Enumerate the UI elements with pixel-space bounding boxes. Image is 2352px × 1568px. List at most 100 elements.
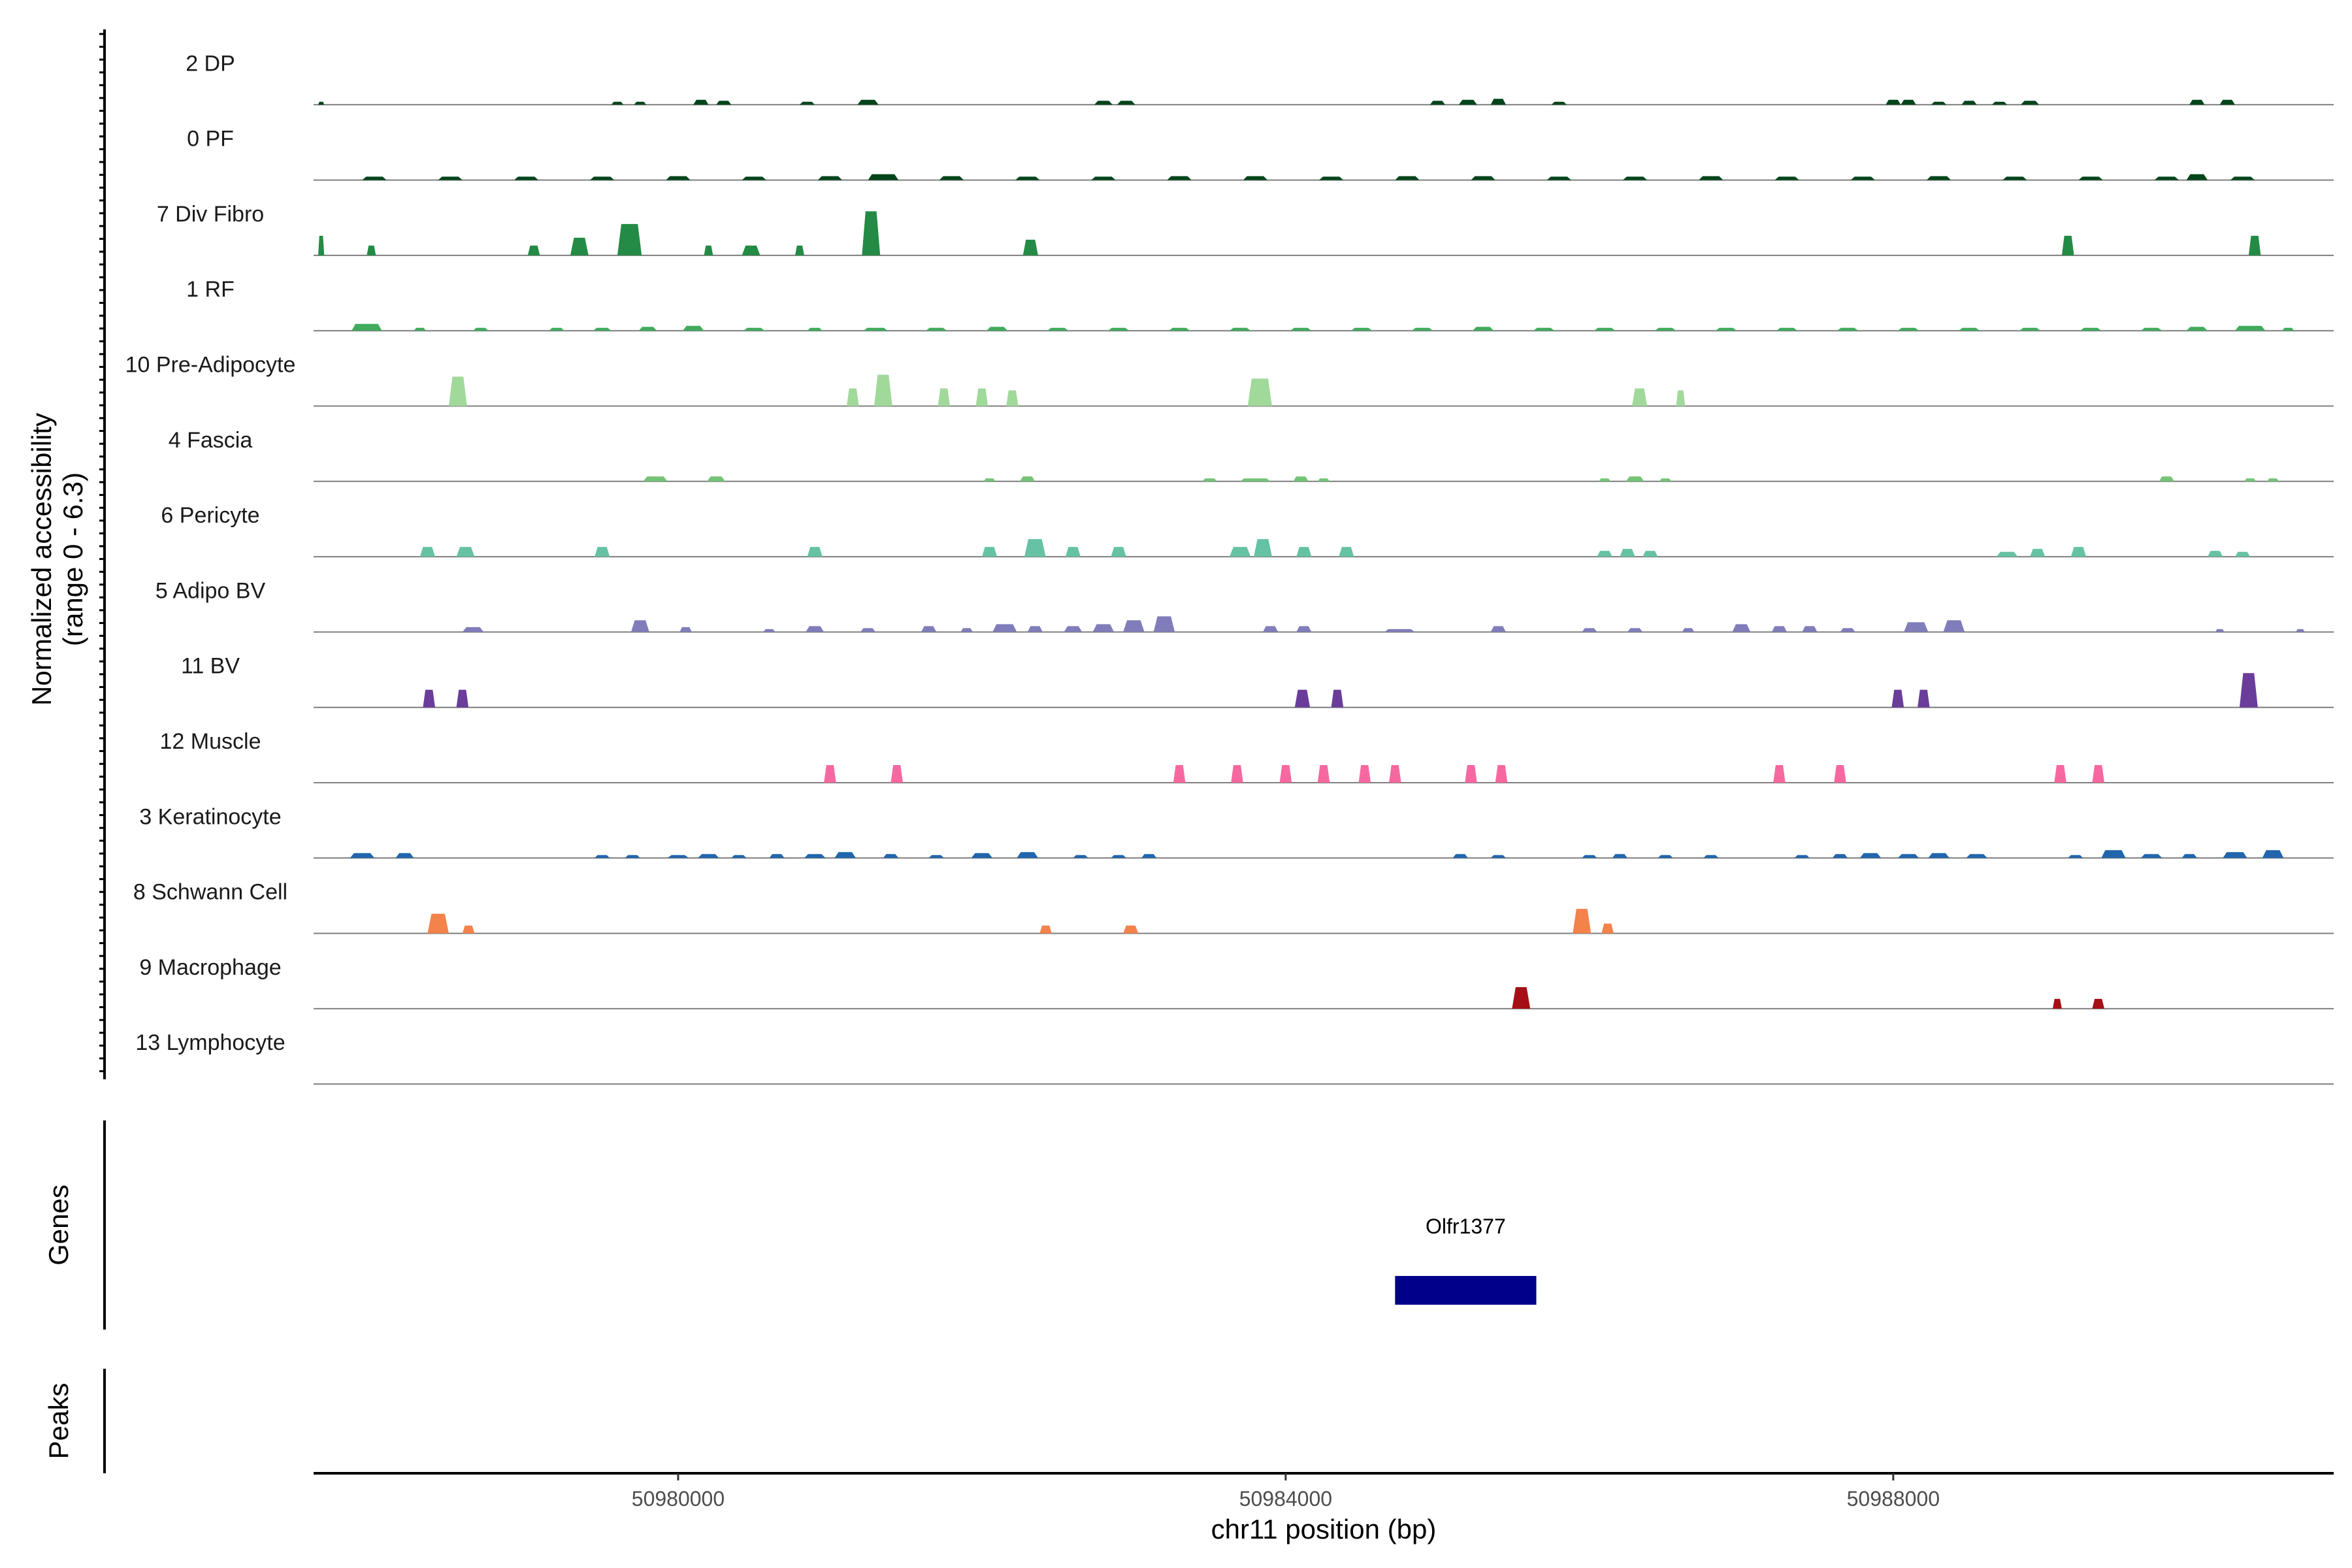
- coverage-peak: [1931, 101, 1947, 105]
- coverage-peak: [2080, 327, 2102, 331]
- coverage-peak: [1471, 176, 1495, 180]
- coverage-peak: [1411, 327, 1433, 331]
- coverage-peak: [1452, 854, 1468, 858]
- coverage-peak: [2140, 327, 2163, 331]
- coverage-peak: [1293, 476, 1309, 482]
- coverage-peak: [921, 626, 937, 632]
- coverage-peak: [395, 853, 414, 858]
- track-label: 3 Keratinocyte: [139, 804, 281, 829]
- coverage-peak: [925, 327, 947, 331]
- coverage-peak: [2070, 547, 2087, 557]
- coverage-peak: [2092, 765, 2104, 783]
- coverage-peak: [2295, 629, 2305, 632]
- coverage-peak: [763, 629, 776, 632]
- coverage-peak: [462, 627, 484, 632]
- coverage-peak: [1490, 626, 1506, 632]
- coverage-peak: [1682, 628, 1695, 632]
- coverage-peak: [1703, 855, 1719, 858]
- coverage-peak: [2019, 327, 2041, 331]
- coverage-peak: [2002, 176, 2027, 180]
- track-3: 1 RF: [186, 277, 2334, 332]
- track-0: 2 DP: [186, 51, 2334, 106]
- coverage-peak: [1247, 378, 1272, 406]
- track-4: 10 Pre-Adipocyte: [125, 353, 2334, 407]
- coverage-peak: [2061, 235, 2074, 255]
- genes-panel-title: Genes: [43, 1184, 74, 1266]
- coverage-peak: [2282, 327, 2295, 331]
- coverage-peak: [857, 99, 879, 105]
- coverage-peak: [824, 765, 836, 783]
- coverage-peak: [1290, 327, 1312, 331]
- coverage-peak: [2262, 850, 2284, 858]
- coverage-peak: [1996, 551, 2018, 557]
- coverage-peak: [1495, 765, 1508, 783]
- coverage-peak: [806, 626, 825, 632]
- coverage-peak: [1654, 327, 1676, 331]
- coverage-peak: [643, 476, 668, 482]
- coverage-peak: [423, 689, 435, 708]
- coverage-peak: [1254, 539, 1272, 557]
- coverage-peak: [807, 547, 823, 557]
- coverage-peak: [883, 854, 899, 858]
- coverage-peak: [1465, 765, 1477, 783]
- coverage-peak: [2159, 476, 2174, 482]
- coverage-peak: [438, 176, 463, 180]
- coverage-peak: [1006, 390, 1019, 406]
- coverage-peak: [1339, 547, 1354, 557]
- coverage-peak: [448, 376, 467, 406]
- coverage-peak: [419, 547, 435, 557]
- coverage-peak: [2208, 551, 2223, 557]
- coverage-peak: [1699, 176, 1723, 180]
- track-2: 7 Div Fibro: [157, 202, 2334, 256]
- track-label: 11 BV: [181, 654, 240, 679]
- coverage-peak: [1263, 626, 1279, 632]
- track-label: 13 Lymphocyte: [135, 1030, 285, 1055]
- coverage-peak: [1458, 99, 1477, 105]
- coverage-peak: [1092, 624, 1115, 632]
- coverage-peak: [1850, 176, 1875, 180]
- coverage-peak: [590, 176, 615, 180]
- coverage-peak: [890, 765, 903, 783]
- coverage-peak: [2219, 99, 2235, 105]
- coverage-peak: [2078, 176, 2103, 180]
- coverage-peak: [1642, 551, 1658, 557]
- coverage-peak: [939, 176, 964, 180]
- coverage-peak: [1296, 626, 1312, 632]
- coverage-peak: [679, 627, 692, 632]
- coverage-peak: [630, 620, 649, 632]
- coverage-peak: [2181, 854, 2197, 858]
- coverage-y-ticks: [99, 33, 105, 1073]
- genes-layer: Olfr1377: [1395, 1215, 1537, 1305]
- coverage-peak: [928, 855, 944, 858]
- coverage-peak: [351, 323, 382, 331]
- coverage-peak: [1943, 620, 1965, 632]
- track-12: 9 Macrophage: [139, 955, 2334, 1009]
- coverage-peak: [698, 854, 719, 858]
- coverage-peak: [1279, 765, 1292, 783]
- coverage-peak: [2223, 852, 2247, 858]
- coverage-peak: [473, 327, 489, 331]
- coverage-peak: [1676, 390, 1686, 406]
- coverage-peak: [1771, 626, 1788, 632]
- track-label: 10 Pre-Adipocyte: [125, 353, 296, 378]
- gene-label: Olfr1377: [1426, 1215, 1506, 1238]
- x-axis-title: chr11 position (bp): [1211, 1514, 1437, 1544]
- coverage-peak: [1294, 689, 1311, 708]
- track-label: 6 Pericyte: [161, 503, 259, 528]
- track-label: 12 Muscle: [160, 729, 261, 754]
- x-axis-ticks: 50980000 50984000 50988000: [632, 1473, 1940, 1511]
- coverage-peak: [868, 174, 899, 180]
- coverage-peak: [1961, 101, 1977, 105]
- coverage-peak: [318, 101, 325, 105]
- coverage-peak: [975, 388, 988, 406]
- coverage-peak: [1020, 476, 1036, 482]
- coverage-peak: [2186, 174, 2208, 180]
- coverage-peak: [742, 245, 760, 255]
- coverage-peak: [1317, 478, 1330, 482]
- coverage-peak: [367, 245, 376, 255]
- coverage-peak: [1141, 854, 1157, 858]
- coverage-peak: [2101, 850, 2126, 858]
- coverage-peak: [874, 374, 892, 406]
- coverage-peak: [769, 854, 785, 858]
- coverage-peak: [1064, 626, 1083, 632]
